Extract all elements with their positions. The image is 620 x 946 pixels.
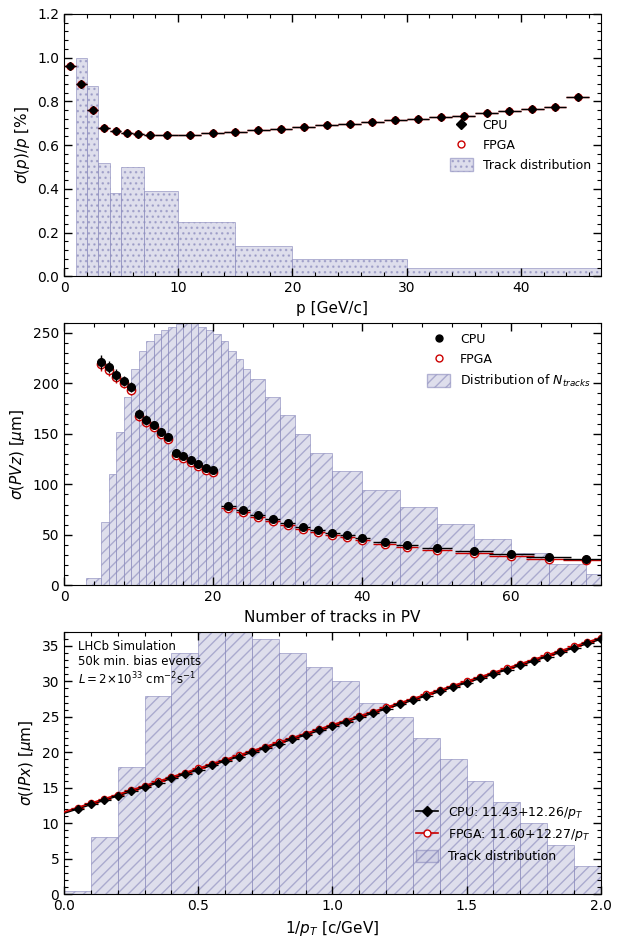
Bar [359,703,386,894]
Bar [144,695,172,894]
Bar [169,327,176,586]
Bar [198,327,206,586]
Bar [293,259,407,276]
Bar [99,163,110,276]
Legend: CPU, FPGA, Distribution of $N_{tracks}$: CPU, FPGA, Distribution of $N_{tracks}$ [423,329,595,393]
Bar [161,330,169,586]
Bar [76,58,87,276]
Bar [236,246,293,276]
Bar [467,780,494,894]
Bar [547,845,574,894]
Bar [520,823,547,894]
Bar [413,738,440,894]
Bar [118,766,144,894]
Bar [512,553,549,586]
Bar [243,369,250,586]
Bar [122,167,144,276]
Bar [184,323,191,586]
Bar [225,632,252,894]
Bar [176,324,184,586]
Bar [144,191,179,276]
Bar [109,474,117,586]
X-axis label: p [GeV/c]: p [GeV/c] [296,301,368,316]
Bar [332,681,359,894]
Bar [474,539,512,586]
Bar [280,415,295,586]
Bar [407,268,601,276]
Bar [236,359,243,586]
Bar [146,341,154,586]
Bar [206,330,213,586]
Bar [86,578,102,586]
Bar [310,452,332,586]
Bar [213,334,221,586]
Y-axis label: $\sigma(p) / p$ [%]: $\sigma(p) / p$ [%] [12,106,32,184]
Bar [436,524,474,586]
X-axis label: $1/p_{T}$ [c/GeV]: $1/p_{T}$ [c/GeV] [285,919,379,937]
Bar [306,667,332,894]
Bar [139,351,146,586]
Bar [124,396,131,586]
Text: LHCb Simulation
50k min. bias events
$L = 2{\times}10^{33}$ cm$^{-2}$s$^{-1}$: LHCb Simulation 50k min. bias events $L … [78,639,201,687]
Bar [586,574,601,586]
Bar [102,522,109,586]
X-axis label: Number of tracks in PV: Number of tracks in PV [244,610,420,624]
Bar [198,632,225,894]
Bar [549,565,586,586]
Bar [179,221,236,276]
Bar [574,866,601,894]
Bar [154,334,161,586]
Y-axis label: $\sigma(PVz)$ [$\mu$m]: $\sigma(PVz)$ [$\mu$m] [8,409,27,499]
Bar [110,193,122,276]
Bar [131,369,139,586]
Bar [252,639,279,894]
Bar [87,86,99,276]
Y-axis label: $\sigma(IPx)$ [$\mu$m]: $\sigma(IPx)$ [$\mu$m] [17,720,36,806]
Legend: CPU: 11.43+12.26/$p_{T}$, FPGA: 11.60+12.27/$p_{T}$, Track distribution: CPU: 11.43+12.26/$p_{T}$, FPGA: 11.60+12… [412,801,595,867]
Bar [172,653,198,894]
Bar [440,760,467,894]
Bar [64,891,91,894]
Bar [91,837,118,894]
Bar [191,323,198,586]
Bar [279,653,306,894]
Bar [228,351,236,586]
Bar [332,471,362,586]
Bar [221,341,228,586]
Bar [250,378,265,586]
Bar [295,434,310,586]
Bar [117,431,124,586]
Legend: CPU, FPGA, Track distribution: CPU, FPGA, Track distribution [446,114,595,176]
Bar [494,802,520,894]
Bar [399,507,436,586]
Bar [265,396,280,586]
Bar [362,490,399,586]
Bar [386,717,413,894]
